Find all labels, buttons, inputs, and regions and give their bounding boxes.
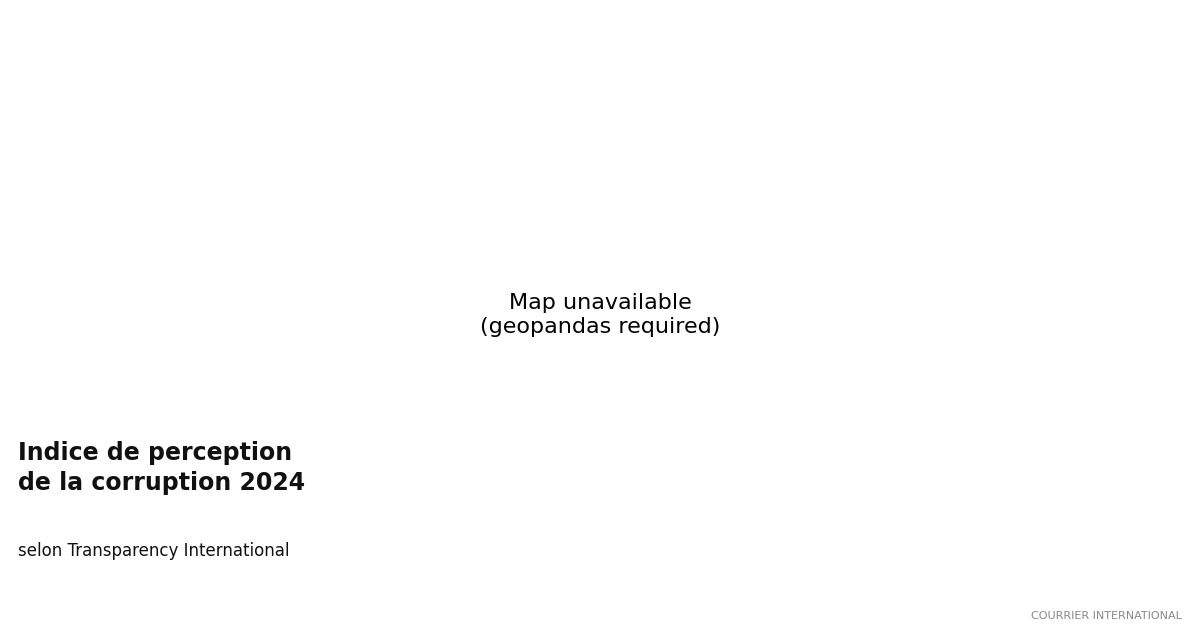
Text: Indice de perception
de la corruption 2024: Indice de perception de la corruption 20… [18, 441, 305, 495]
Text: Map unavailable
(geopandas required): Map unavailable (geopandas required) [480, 294, 720, 336]
Text: COURRIER INTERNATIONAL: COURRIER INTERNATIONAL [1031, 610, 1182, 621]
Text: selon Transparency International: selon Transparency International [18, 542, 289, 560]
